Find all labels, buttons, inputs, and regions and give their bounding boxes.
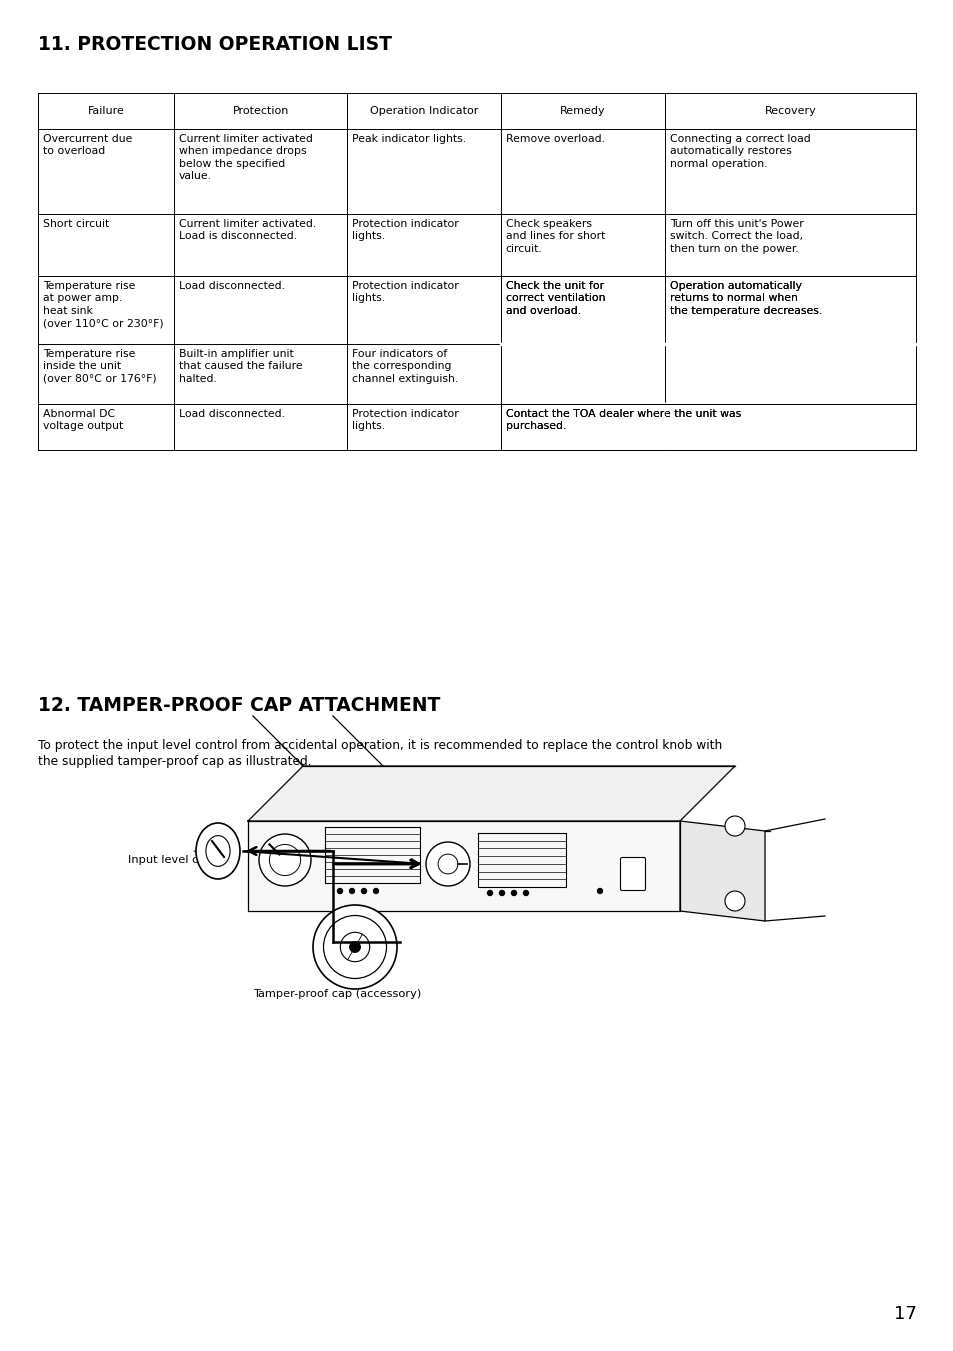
Text: Input level control: Input level control	[128, 855, 232, 865]
Ellipse shape	[313, 905, 396, 989]
Circle shape	[426, 842, 470, 886]
Text: Operation automatically
returns to normal when
the temperature decreases.: Operation automatically returns to norma…	[669, 281, 821, 316]
Ellipse shape	[350, 942, 360, 952]
Text: Turn off this unit's Power
switch. Correct the load,
then turn on the power.: Turn off this unit's Power switch. Corre…	[669, 219, 802, 254]
Text: Remedy: Remedy	[559, 105, 605, 116]
Text: Protection: Protection	[233, 105, 289, 116]
Ellipse shape	[206, 836, 230, 866]
FancyBboxPatch shape	[619, 858, 645, 890]
Circle shape	[269, 844, 300, 875]
Circle shape	[597, 889, 602, 893]
Text: Connecting a correct load
automatically restores
normal operation.: Connecting a correct load automatically …	[669, 134, 810, 169]
Circle shape	[487, 890, 492, 896]
Text: Abnormal DC
voltage output: Abnormal DC voltage output	[43, 409, 123, 431]
Text: 12. TAMPER-PROOF CAP ATTACHMENT: 12. TAMPER-PROOF CAP ATTACHMENT	[38, 696, 440, 715]
Text: Check the unit for
correct ventilation
and overload.: Check the unit for correct ventilation a…	[505, 281, 604, 316]
Text: Protection indicator
lights.: Protection indicator lights.	[352, 409, 458, 431]
Text: Operation automatically
returns to normal when
the temperature decreases.: Operation automatically returns to norma…	[669, 281, 821, 316]
Text: 11. PROTECTION OPERATION LIST: 11. PROTECTION OPERATION LIST	[38, 35, 392, 54]
Circle shape	[374, 889, 378, 893]
Ellipse shape	[323, 916, 386, 978]
Circle shape	[437, 854, 457, 874]
Circle shape	[337, 889, 342, 893]
Text: Recovery: Recovery	[763, 105, 816, 116]
Circle shape	[523, 890, 528, 896]
Text: 17: 17	[893, 1305, 916, 1323]
Circle shape	[349, 889, 355, 893]
Circle shape	[724, 892, 744, 911]
Polygon shape	[679, 821, 764, 921]
Ellipse shape	[340, 932, 370, 962]
Circle shape	[511, 890, 516, 896]
Text: Temperature rise
at power amp.
heat sink
(over 110°C or 230°F): Temperature rise at power amp. heat sink…	[43, 281, 164, 328]
Text: Protection indicator
lights.: Protection indicator lights.	[352, 219, 458, 242]
Text: Current limiter activated.
Load is disconnected.: Current limiter activated. Load is disco…	[179, 219, 316, 242]
Text: Peak indicator lights.: Peak indicator lights.	[352, 134, 466, 145]
Text: Current limiter activated
when impedance drops
below the specified
value.: Current limiter activated when impedance…	[179, 134, 313, 181]
Text: Check the unit for
correct ventilation
and overload.: Check the unit for correct ventilation a…	[505, 281, 604, 316]
Polygon shape	[248, 821, 679, 911]
Circle shape	[361, 889, 366, 893]
Circle shape	[258, 834, 311, 886]
Text: Four indicators of
the corresponding
channel extinguish.: Four indicators of the corresponding cha…	[352, 349, 457, 384]
Text: Temperature rise
inside the unit
(over 80°C or 176°F): Temperature rise inside the unit (over 8…	[43, 349, 156, 384]
Text: To protect the input level control from accidental operation, it is recommended : To protect the input level control from …	[38, 739, 721, 767]
Text: Check speakers
and lines for short
circuit.: Check speakers and lines for short circu…	[505, 219, 604, 254]
Text: Protection indicator
lights.: Protection indicator lights.	[352, 281, 458, 304]
Circle shape	[499, 890, 504, 896]
Text: Contact the TOA dealer where the unit was
purchased.: Contact the TOA dealer where the unit wa…	[505, 409, 740, 431]
Text: Failure: Failure	[88, 105, 124, 116]
Text: Load disconnected.: Load disconnected.	[179, 409, 285, 419]
Text: Remove overload.: Remove overload.	[505, 134, 604, 145]
Ellipse shape	[195, 823, 240, 880]
Text: Operation Indicator: Operation Indicator	[370, 105, 477, 116]
Text: Tamper-proof cap (accessory): Tamper-proof cap (accessory)	[253, 989, 421, 998]
Text: Short circuit: Short circuit	[43, 219, 110, 230]
Text: Load disconnected.: Load disconnected.	[179, 281, 285, 290]
Text: Contact the TOA dealer where the unit was
purchased.: Contact the TOA dealer where the unit wa…	[505, 409, 740, 431]
Polygon shape	[248, 766, 734, 821]
Text: Overcurrent due
to overload: Overcurrent due to overload	[43, 134, 132, 157]
Circle shape	[724, 816, 744, 836]
Text: Built-in amplifier unit
that caused the failure
halted.: Built-in amplifier unit that caused the …	[179, 349, 302, 384]
